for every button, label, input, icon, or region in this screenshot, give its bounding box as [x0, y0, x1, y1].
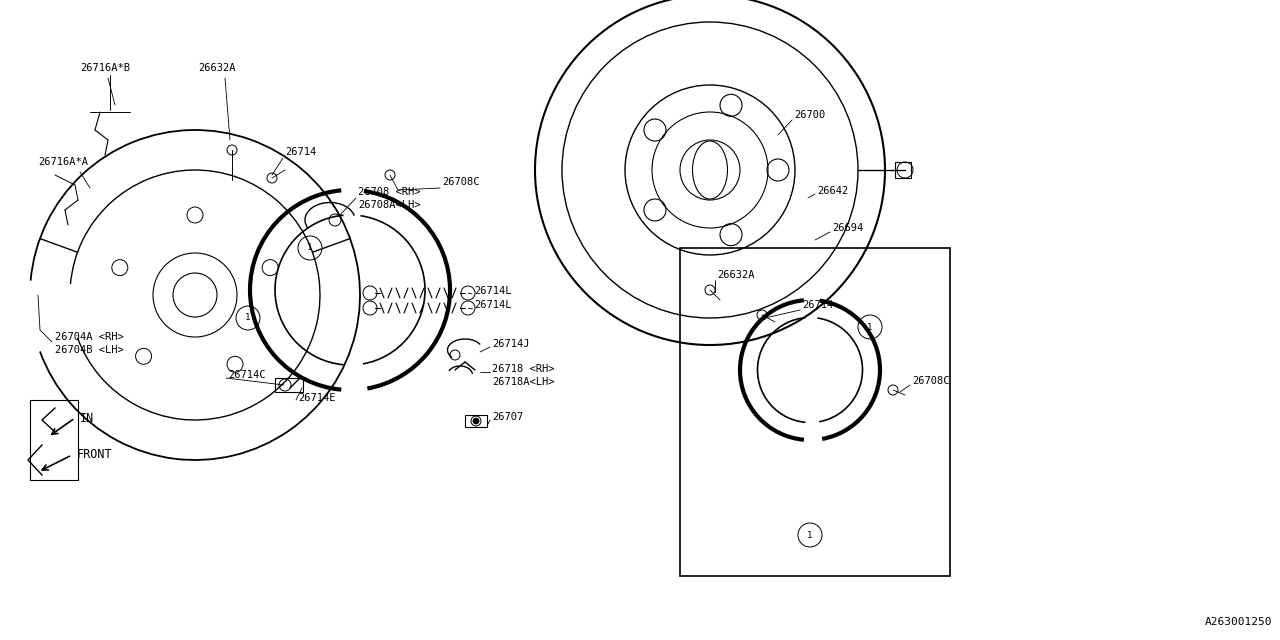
- Text: 26704B <LH>: 26704B <LH>: [55, 345, 124, 355]
- Text: IN: IN: [79, 412, 95, 424]
- Text: 26714L: 26714L: [474, 300, 512, 310]
- Text: 26708 <RH>: 26708 <RH>: [358, 187, 421, 197]
- Bar: [465, 415, 486, 427]
- Text: 26718A<LH>: 26718A<LH>: [492, 377, 554, 387]
- Text: 1: 1: [808, 531, 813, 540]
- Text: FRONT: FRONT: [77, 449, 113, 461]
- Text: 26714J: 26714J: [492, 339, 530, 349]
- Text: 26714L: 26714L: [474, 286, 512, 296]
- Bar: [895, 162, 911, 178]
- Text: 1: 1: [307, 243, 312, 253]
- Text: 26707: 26707: [492, 412, 524, 422]
- Text: 26700: 26700: [794, 110, 826, 120]
- Text: 26708A<LH>: 26708A<LH>: [358, 200, 421, 210]
- Text: 26704A <RH>: 26704A <RH>: [55, 332, 124, 342]
- Text: 26716A*A: 26716A*A: [38, 157, 88, 167]
- Bar: [275, 378, 303, 392]
- Text: 26716A*B: 26716A*B: [79, 63, 131, 73]
- Circle shape: [474, 418, 479, 424]
- Text: 26642: 26642: [817, 186, 849, 196]
- Text: 26694: 26694: [832, 223, 863, 233]
- Text: 1: 1: [246, 314, 251, 323]
- Text: 26708C: 26708C: [911, 376, 950, 386]
- Text: 1: 1: [868, 323, 873, 332]
- Text: 26714E: 26714E: [298, 393, 335, 403]
- Text: 26708C: 26708C: [442, 177, 480, 187]
- Text: 26632A: 26632A: [717, 270, 754, 280]
- Text: 26714C: 26714C: [228, 370, 265, 380]
- Text: 26718 <RH>: 26718 <RH>: [492, 364, 554, 374]
- Text: 26632A: 26632A: [198, 63, 236, 73]
- Bar: [680, 248, 950, 576]
- Text: 26714: 26714: [285, 147, 316, 157]
- Text: 26714: 26714: [803, 300, 833, 310]
- Text: A263001250: A263001250: [1204, 617, 1272, 627]
